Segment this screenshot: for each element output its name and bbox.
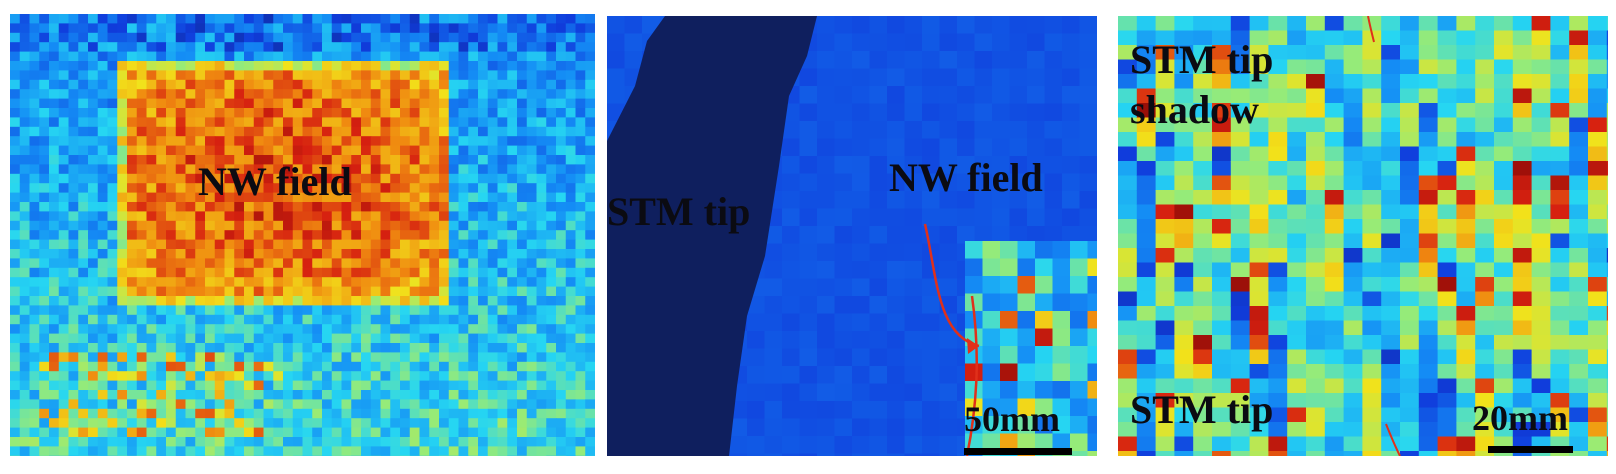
- heatmap-left-image: [10, 14, 595, 456]
- heatmap-right-image: [1118, 16, 1608, 456]
- nw-field-label: NW field: [198, 159, 352, 204]
- heatmap-panel-left: NW field: [10, 14, 595, 456]
- scale-bar-label: 50mm: [964, 399, 1060, 439]
- stm-tip-label: STM tip: [1130, 387, 1274, 432]
- scale-bar: [1488, 446, 1573, 453]
- heatmap-middle-image: [607, 16, 1097, 456]
- heatmap-panel-right: STM tip shadow STM tip 20mm: [1118, 16, 1608, 456]
- stm-tip-shadow-label-line1: STM tip: [1130, 37, 1274, 82]
- stm-tip-shadow-label-line2: shadow: [1130, 87, 1259, 132]
- nw-field-label: NW field: [889, 155, 1043, 200]
- stm-tip-label: STM tip: [607, 189, 751, 234]
- scale-bar: [964, 448, 1072, 455]
- heatmap-panel-middle: STM tip NW field 50mm: [607, 16, 1097, 456]
- scale-bar-label: 20mm: [1472, 398, 1568, 438]
